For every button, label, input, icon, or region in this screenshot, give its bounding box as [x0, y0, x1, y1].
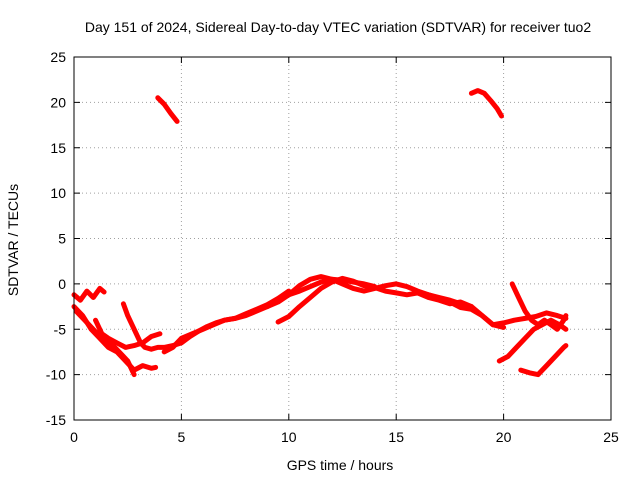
- x-tick-label: 5: [178, 429, 186, 445]
- x-tick-label: 15: [388, 429, 404, 445]
- series-line-arc-8: [275, 275, 507, 330]
- x-tick-label: 25: [603, 429, 619, 445]
- y-tick-label: -15: [46, 412, 66, 428]
- y-tick-label: 20: [50, 94, 66, 110]
- x-tick-label: 10: [281, 429, 297, 445]
- y-tick-label: -5: [54, 321, 67, 337]
- x-tick-label: 0: [70, 429, 78, 445]
- series-line-arc-12: [518, 343, 569, 378]
- series-line-arc-13: [155, 95, 180, 124]
- y-tick-label: 0: [58, 276, 66, 292]
- chart-title: Day 151 of 2024, Sidereal Day-to-day VTE…: [85, 19, 592, 35]
- y-tick-label: -10: [46, 367, 66, 383]
- series-line-arc-1: [71, 285, 107, 303]
- series-line-arc-14: [468, 88, 504, 119]
- y-axis-label: SDTVAR / TECUs: [5, 184, 21, 296]
- y-tick-label: 15: [50, 140, 66, 156]
- x-tick-label: 20: [496, 429, 512, 445]
- series-line-arc-11: [496, 317, 569, 364]
- y-tick-label: 10: [50, 185, 66, 201]
- tick-layer: 0 5 10 15 20 25 -15 -10 -5 0 5 10 15 20 25: [46, 49, 619, 445]
- series-layer: [71, 88, 569, 378]
- series-line-arc-2: [71, 304, 159, 373]
- y-tick-label: 5: [58, 231, 66, 247]
- x-axis-label: GPS time / hours: [287, 457, 394, 473]
- series-line-arc-3: [73, 308, 137, 378]
- series-line-arc-9: [425, 292, 569, 328]
- y-tick-label: 25: [50, 49, 66, 65]
- series-line-arc-6: [161, 276, 378, 355]
- series-line-arc-4: [93, 317, 163, 350]
